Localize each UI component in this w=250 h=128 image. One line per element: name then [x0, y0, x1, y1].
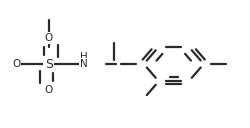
Text: O: O: [44, 85, 53, 95]
Text: N: N: [80, 59, 88, 69]
Text: S: S: [45, 57, 53, 71]
Text: H: H: [80, 52, 88, 62]
Text: O: O: [12, 59, 20, 69]
Text: O: O: [44, 33, 53, 43]
